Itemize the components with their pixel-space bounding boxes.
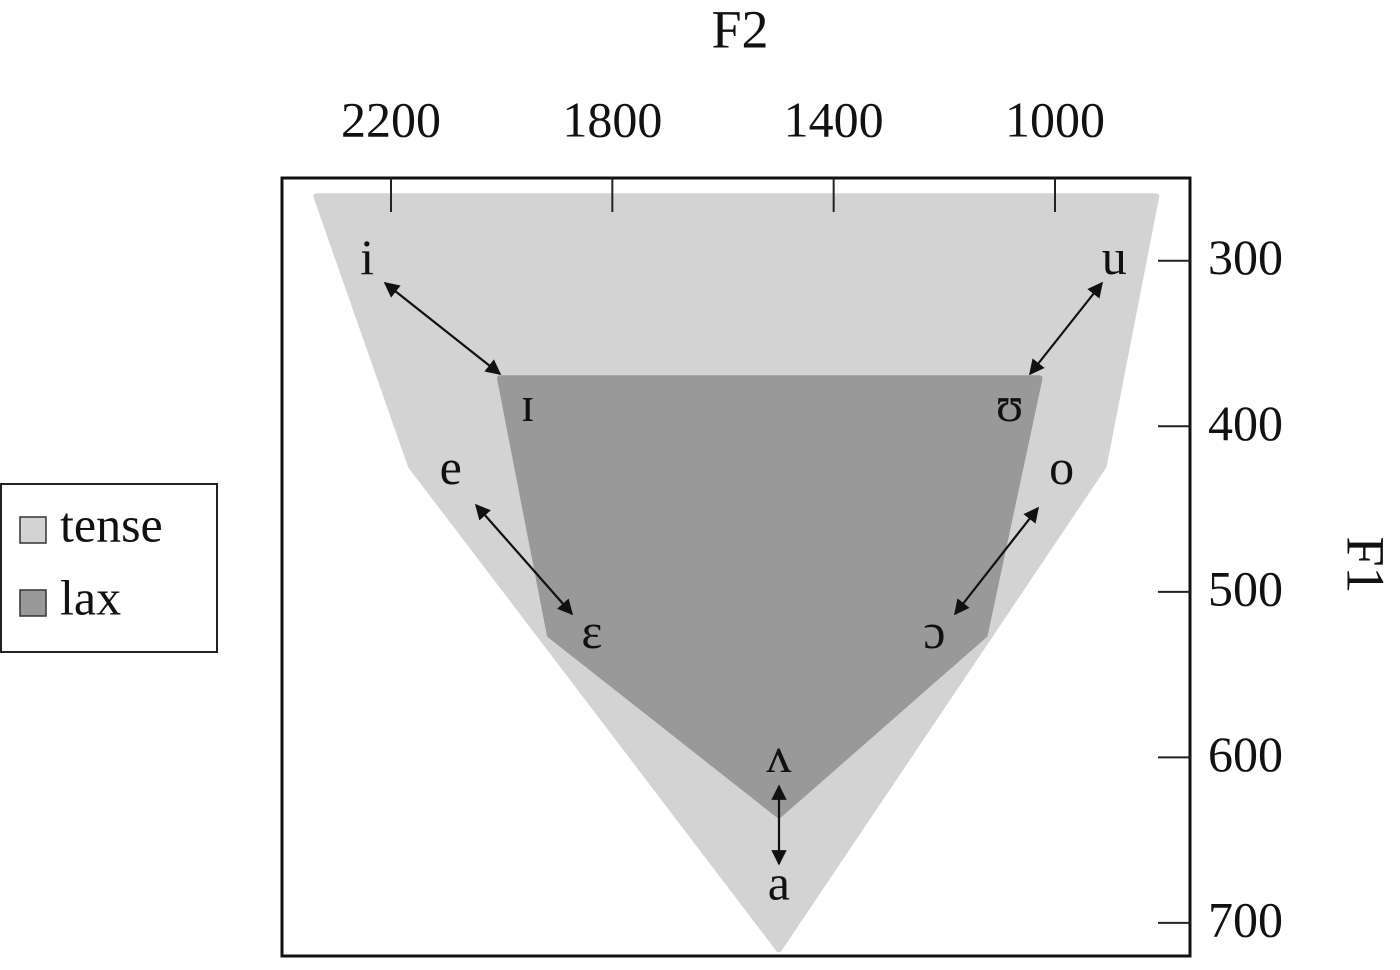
y-tick-label: 500: [1208, 560, 1283, 616]
arrow: [383, 282, 502, 375]
plot-frame: [280, 176, 1192, 958]
arrows: [383, 281, 1103, 866]
vowel-label: ɪ: [521, 376, 535, 432]
legend-label: tense: [60, 496, 163, 552]
regions: [313, 193, 1160, 953]
x-axis-label: F2: [711, 0, 768, 59]
vowel-label: ʊ: [996, 376, 1023, 432]
arrow: [954, 506, 1039, 616]
arrow: [1029, 281, 1103, 376]
x-tick-label: 2200: [341, 91, 441, 147]
x-tick-label: 1400: [784, 91, 884, 147]
legend-swatch: [19, 516, 47, 544]
vowel-label: i: [360, 229, 374, 285]
y-axis-label: F1: [1336, 536, 1396, 593]
legend-box: [0, 483, 218, 653]
y-tick-label: 600: [1208, 726, 1283, 782]
vowel-label: u: [1102, 229, 1127, 285]
vowel-label: ɛ: [581, 603, 602, 659]
legend: tense lax: [19, 496, 163, 625]
x-tick-label: 1000: [1005, 91, 1105, 147]
vowel-label: ɔ: [923, 603, 945, 659]
vowel-label: ʌ: [766, 727, 791, 783]
legend-label: lax: [60, 569, 121, 625]
y-tick-label: 400: [1208, 395, 1283, 451]
vowel-label: a: [768, 855, 790, 911]
vowel-label: o: [1049, 439, 1074, 495]
legend-swatch: [19, 589, 47, 617]
vowel-label: e: [440, 439, 462, 495]
y-tick-label: 700: [1208, 891, 1283, 947]
x-tick-label: 1800: [562, 91, 662, 147]
arrow: [474, 503, 574, 616]
y-tick-label: 300: [1208, 229, 1283, 285]
